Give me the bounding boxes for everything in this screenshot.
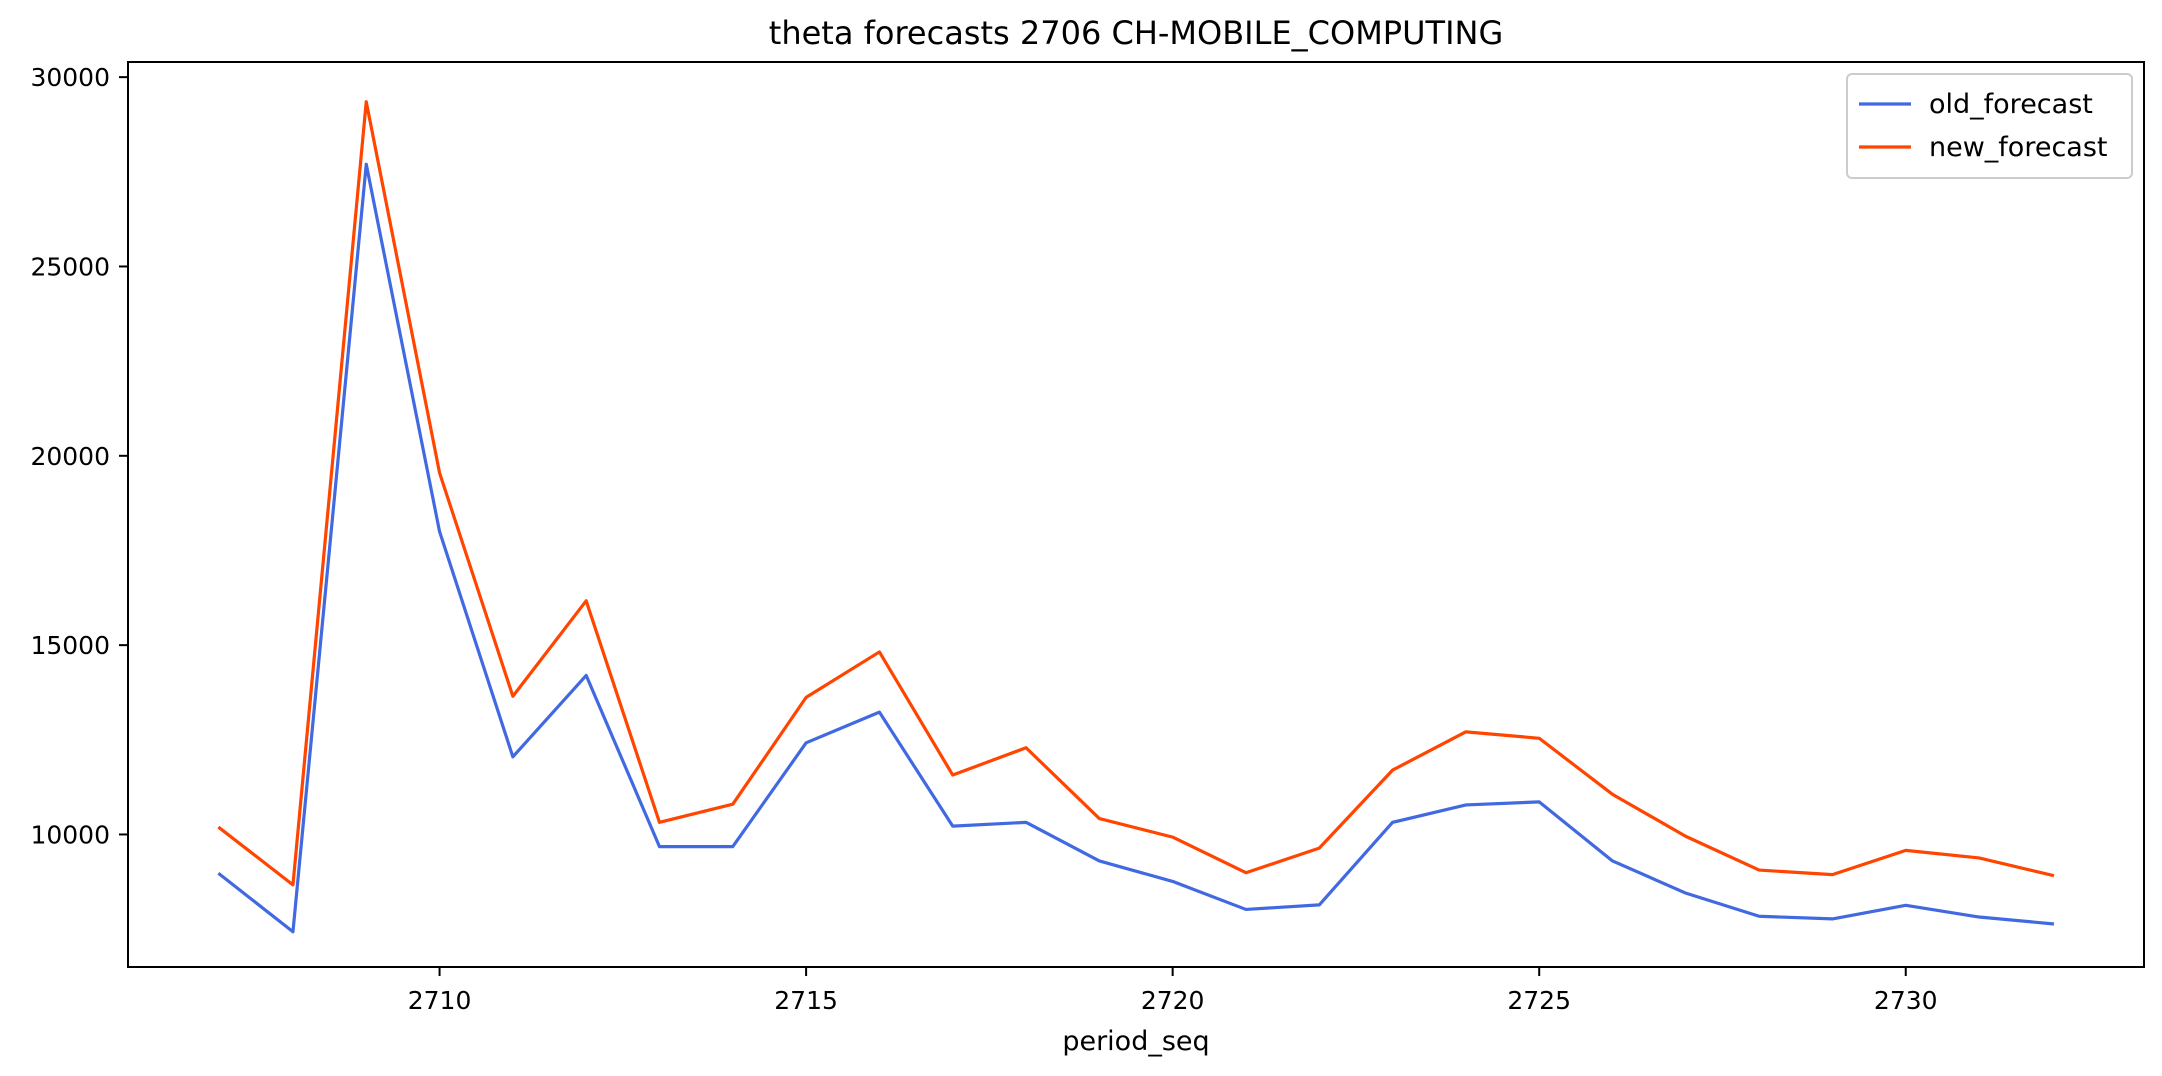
- legend-label-new-forecast: new_forecast: [1929, 132, 2108, 163]
- x-tick-label: 2720: [1141, 986, 1205, 1015]
- y-tick-label: 20000: [30, 442, 110, 471]
- x-tick-label: 2730: [1874, 986, 1938, 1015]
- series-line-old-forecast: [217, 162, 2055, 934]
- y-tick-label: 15000: [30, 631, 110, 660]
- y-axis: 10000 15000 20000 25000 30000: [30, 63, 128, 849]
- y-tick-label: 25000: [30, 252, 110, 281]
- legend-box: [1846, 73, 2133, 179]
- x-axis: 2710 2715 2720 2725 2730: [408, 967, 1938, 1015]
- x-tick-label: 2725: [1507, 986, 1571, 1015]
- legend: old_forecast new_forecast: [1846, 73, 2133, 179]
- x-tick-label: 2710: [408, 986, 472, 1015]
- series-layer: [217, 100, 2055, 934]
- plot-frame: [127, 61, 2145, 968]
- x-tick-label: 2715: [774, 986, 838, 1015]
- series-line-new-forecast: [217, 100, 2055, 887]
- x-axis-title: period_seq: [1062, 1026, 1209, 1057]
- legend-label-old-forecast: old_forecast: [1929, 89, 2093, 120]
- y-tick-label: 10000: [30, 820, 110, 849]
- chart-title: theta forecasts 2706 CH-MOBILE_COMPUTING: [769, 14, 1503, 52]
- y-tick-label: 30000: [30, 63, 110, 92]
